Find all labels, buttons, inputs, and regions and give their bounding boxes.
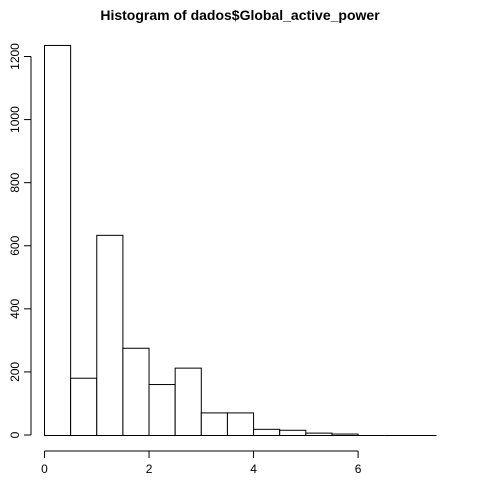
histogram-bar — [253, 428, 281, 437]
histogram-bar — [305, 432, 333, 437]
histogram-bar — [44, 44, 72, 436]
x-tick-label: 0 — [41, 462, 48, 476]
y-tick-label: 1200 — [8, 43, 22, 70]
bars-group — [44, 44, 437, 437]
x-tick-label: 6 — [355, 462, 362, 476]
y-tick-label: 600 — [8, 235, 22, 255]
x-tick-label: 4 — [250, 462, 257, 476]
histogram-bar — [70, 377, 98, 437]
x-tick-label: 2 — [146, 462, 153, 476]
x-axis: 0 2 4 6 — [41, 450, 362, 476]
histogram-bar — [331, 433, 359, 436]
histogram-bar — [96, 234, 124, 436]
y-tick-label: 400 — [8, 299, 22, 319]
histogram-bar — [148, 384, 176, 436]
histogram-bar — [226, 412, 255, 437]
histogram-bar — [279, 429, 307, 436]
histogram-bar — [174, 367, 202, 436]
y-tick-label: 800 — [8, 172, 22, 192]
y-tick-label: 0 — [8, 431, 22, 438]
y-tick-label: 1000 — [8, 106, 22, 133]
y-tick-label: 200 — [8, 362, 22, 382]
chart-title: Histogram of dados$Global_active_power — [100, 7, 380, 23]
y-axis: 0 200 400 600 800 1000 1200 — [8, 43, 32, 438]
histogram-bar — [200, 412, 228, 437]
histogram-bar — [122, 347, 150, 436]
